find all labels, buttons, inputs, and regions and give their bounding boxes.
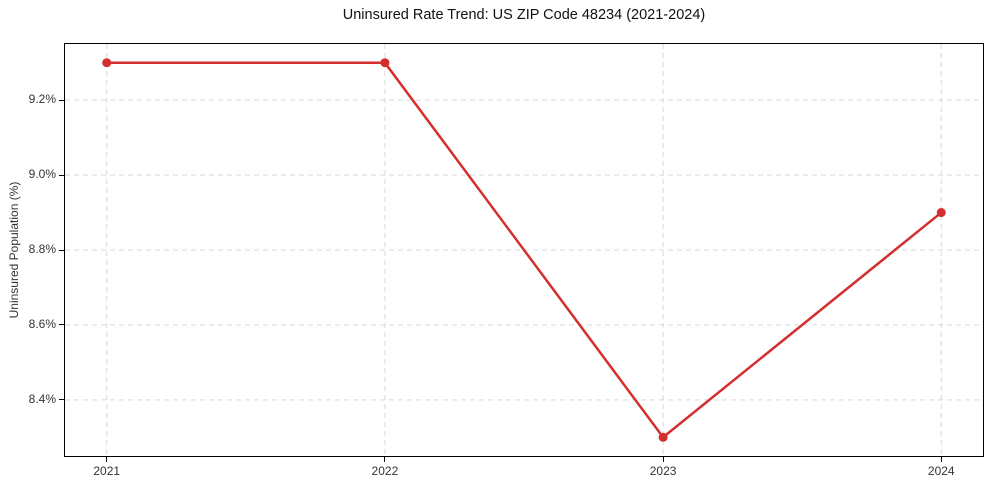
y-tick-mark <box>59 99 64 101</box>
y-tick-label: 9.0% <box>28 167 56 182</box>
trend-line <box>105 61 943 439</box>
chart-title: Uninsured Rate Trend: US ZIP Code 48234 … <box>342 7 706 23</box>
x-tick-mark <box>106 457 108 462</box>
data-point-marker <box>102 58 112 68</box>
x-tick-label: 2024 <box>927 464 955 478</box>
x-tick-label: 2022 <box>371 464 399 478</box>
x-tick-mark <box>384 457 386 462</box>
y-tick-mark <box>59 174 64 176</box>
x-tick-mark <box>662 457 664 462</box>
y-tick-label: 9.2% <box>28 92 56 107</box>
plot-area <box>64 43 984 457</box>
y-tick-mark <box>59 249 64 251</box>
x-tick-label: 2021 <box>93 464 121 478</box>
y-tick-mark <box>59 399 64 401</box>
y-tick-label: 8.6% <box>28 316 56 331</box>
data-point-marker <box>658 432 668 442</box>
data-point-marker <box>380 58 390 68</box>
y-tick-label: 8.8% <box>28 242 56 256</box>
data-point-marker <box>936 208 946 218</box>
plot-canvas <box>65 44 983 456</box>
x-tick-mark <box>940 457 942 462</box>
x-tick-label: 2023 <box>649 464 677 478</box>
y-tick-label: 8.4% <box>28 391 56 406</box>
y-tick-mark <box>59 324 64 326</box>
